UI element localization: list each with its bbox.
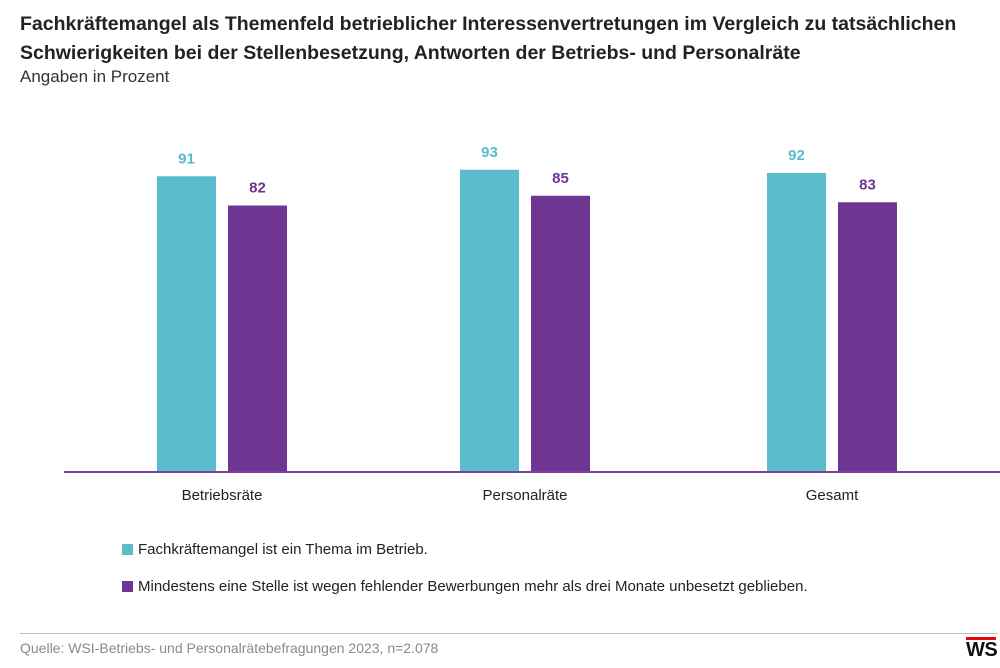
data-label-betriebsräte-series-2: 82 (249, 180, 266, 197)
bar-chart: 91 82 Betriebsräte 93 85 Personalräte 92 83 Gesa… (64, 144, 1000, 504)
legend-item-series-2: Mindestens eine Stelle ist wegen fehlend… (122, 575, 808, 597)
x-tick-label-betriebsräte: Betriebsräte (182, 487, 263, 504)
chart-subtitle: Angaben in Prozent (20, 67, 170, 86)
data-label-gesamt-series-1: 92 (788, 147, 805, 164)
legend-label-series-1: Fachkräftemangel ist ein Thema im Betrie… (138, 540, 428, 558)
legend-swatch-series-1 (122, 543, 133, 555)
data-label-personalräte-series-1: 93 (481, 144, 498, 161)
data-label-personalräte-series-2: 85 (552, 170, 569, 187)
x-tick-label-personalräte: Personalräte (482, 487, 567, 504)
footer-divider (20, 633, 998, 634)
data-label-gesamt-series-2: 83 (859, 176, 876, 193)
bar-personalräte-series-2 (531, 195, 590, 472)
legend-label-series-2: Mindestens eine Stelle ist wegen fehlend… (138, 577, 808, 595)
wsi-logo: WS (966, 639, 998, 661)
bar-betriebsräte-series-1 (157, 176, 216, 472)
bar-personalräte-series-1 (460, 169, 519, 472)
data-label-betriebsräte-series-1: 91 (178, 150, 195, 167)
bar-gesamt-series-1 (767, 173, 826, 472)
x-tick-label-gesamt: Gesamt (806, 487, 859, 504)
bar-betriebsräte-series-2 (228, 205, 287, 472)
legend: Fachkräftemangel ist ein Thema im Betrie… (122, 538, 808, 612)
source-note: Quelle: WSI-Betriebs- und Personalrätebe… (20, 640, 439, 656)
legend-swatch-series-2 (122, 580, 133, 592)
logo-accent (966, 637, 996, 640)
bar-gesamt-series-2 (838, 202, 897, 472)
legend-item-series-1: Fachkräftemangel ist ein Thema im Betrie… (122, 538, 808, 560)
chart-title: Fachkräftemangel als Themenfeld betriebl… (20, 13, 957, 64)
